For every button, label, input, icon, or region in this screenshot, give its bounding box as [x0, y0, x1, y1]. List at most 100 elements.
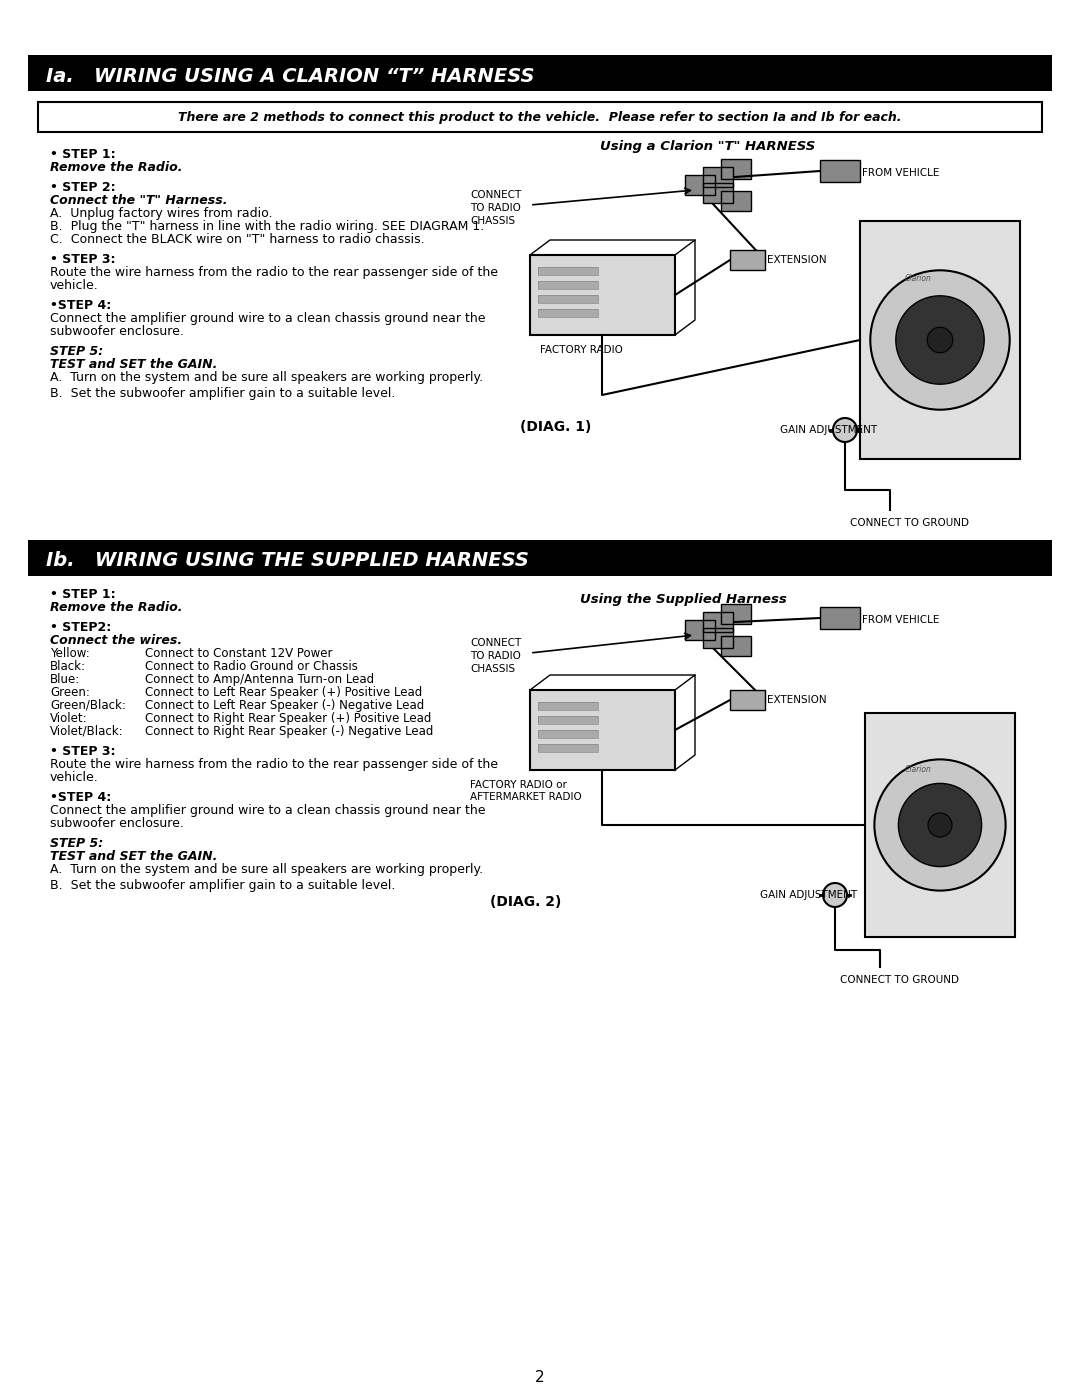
Bar — [530, 690, 675, 770]
Bar — [538, 717, 598, 724]
Text: Remove the Radio.: Remove the Radio. — [50, 601, 183, 615]
Text: vehicle.: vehicle. — [50, 771, 98, 784]
Text: Connect to Right Rear Speaker (-) Negative Lead: Connect to Right Rear Speaker (-) Negati… — [145, 725, 433, 738]
Text: AFTERMARKET RADIO: AFTERMARKET RADIO — [470, 792, 582, 802]
Text: • STEP 3:: • STEP 3: — [50, 745, 116, 759]
Bar — [703, 612, 733, 631]
Text: A.  Turn on the system and be sure all speakers are working properly.: A. Turn on the system and be sure all sp… — [50, 372, 483, 384]
Bar — [538, 731, 598, 738]
Text: C.  Connect the BLACK wire on "T" harness to radio chassis.: C. Connect the BLACK wire on "T" harness… — [50, 233, 424, 246]
Bar — [703, 168, 733, 187]
Text: B.  Plug the "T" harness in line with the radio wiring. SEE DIAGRAM 1.: B. Plug the "T" harness in line with the… — [50, 219, 484, 233]
Bar — [685, 620, 715, 640]
Text: STEP 5:: STEP 5: — [50, 345, 104, 358]
Bar — [865, 712, 1015, 937]
Bar — [530, 690, 675, 770]
Text: (DIAG. 2): (DIAG. 2) — [490, 895, 562, 909]
Text: STEP 5:: STEP 5: — [50, 837, 104, 849]
Bar — [538, 745, 598, 752]
Bar — [721, 159, 751, 179]
Text: • STEP 3:: • STEP 3: — [50, 253, 116, 265]
Circle shape — [870, 270, 1010, 409]
Text: Violet/Black:: Violet/Black: — [50, 725, 123, 738]
Text: • STEP 2:: • STEP 2: — [50, 182, 116, 194]
Bar — [860, 221, 1020, 460]
Text: 2: 2 — [536, 1370, 544, 1384]
Text: • STEP 1:: • STEP 1: — [50, 148, 116, 161]
Text: Remove the Radio.: Remove the Radio. — [50, 161, 183, 175]
Text: Using a Clarion "T" HARNESS: Using a Clarion "T" HARNESS — [600, 140, 815, 154]
Bar — [703, 612, 733, 631]
Text: Green:: Green: — [50, 686, 90, 698]
Circle shape — [899, 784, 982, 866]
Bar — [530, 256, 675, 335]
Bar — [721, 604, 751, 624]
Text: TO RADIO: TO RADIO — [470, 651, 521, 661]
Bar — [721, 636, 751, 657]
Text: GAIN ADJUSTMENT: GAIN ADJUSTMENT — [780, 425, 877, 434]
Text: CONNECT: CONNECT — [470, 638, 522, 648]
Bar — [538, 717, 598, 724]
Bar — [703, 629, 733, 648]
Circle shape — [895, 296, 984, 384]
Text: CHASSIS: CHASSIS — [470, 217, 515, 226]
Text: Route the wire harness from the radio to the rear passenger side of the: Route the wire harness from the radio to… — [50, 265, 498, 279]
Text: Connect the wires.: Connect the wires. — [50, 634, 183, 647]
Bar — [703, 168, 733, 187]
Circle shape — [833, 418, 858, 441]
Text: A.  Turn on the system and be sure all speakers are working properly.: A. Turn on the system and be sure all sp… — [50, 863, 483, 876]
Text: Connect the amplifier ground wire to a clean chassis ground near the: Connect the amplifier ground wire to a c… — [50, 805, 486, 817]
Bar — [538, 267, 598, 275]
Text: CONNECT TO GROUND: CONNECT TO GROUND — [850, 518, 969, 528]
Text: CONNECT TO GROUND: CONNECT TO GROUND — [840, 975, 959, 985]
Text: FACTORY RADIO: FACTORY RADIO — [540, 345, 623, 355]
Bar — [28, 54, 1052, 91]
Text: Route the wire harness from the radio to the rear passenger side of the: Route the wire harness from the radio to… — [50, 759, 498, 771]
Text: CHASSIS: CHASSIS — [470, 664, 515, 673]
Bar — [820, 608, 860, 629]
Bar — [721, 636, 751, 657]
Bar — [538, 281, 598, 289]
Bar — [685, 620, 715, 640]
Text: subwoofer enclosure.: subwoofer enclosure. — [50, 817, 184, 830]
Text: CONNECT: CONNECT — [470, 190, 522, 200]
Text: Blue:: Blue: — [50, 673, 80, 686]
Text: • STEP2:: • STEP2: — [50, 622, 111, 634]
Text: Connect to Radio Ground or Chassis: Connect to Radio Ground or Chassis — [145, 659, 357, 673]
Bar — [703, 629, 733, 648]
Text: Connect to Amp/Antenna Turn-on Lead: Connect to Amp/Antenna Turn-on Lead — [145, 673, 374, 686]
Bar — [38, 102, 1042, 131]
Bar — [721, 191, 751, 211]
Text: FACTORY RADIO or: FACTORY RADIO or — [470, 780, 567, 789]
Text: Ib.   WIRING USING THE SUPPLIED HARNESS: Ib. WIRING USING THE SUPPLIED HARNESS — [46, 552, 529, 570]
Text: A.  Unplug factory wires from radio.: A. Unplug factory wires from radio. — [50, 207, 272, 219]
Text: GAIN ADJUSTMENT: GAIN ADJUSTMENT — [760, 890, 858, 900]
Text: EXTENSION: EXTENSION — [767, 694, 826, 705]
Text: Connect to Left Rear Speaker (+) Positive Lead: Connect to Left Rear Speaker (+) Positiv… — [145, 686, 422, 698]
Text: Yellow:: Yellow: — [50, 647, 90, 659]
Bar — [530, 256, 675, 335]
Text: TO RADIO: TO RADIO — [470, 203, 521, 212]
Bar — [538, 745, 598, 752]
Text: EXTENSION: EXTENSION — [767, 256, 826, 265]
Bar — [538, 295, 598, 303]
Text: Ia.   WIRING USING A CLARION “T” HARNESS: Ia. WIRING USING A CLARION “T” HARNESS — [46, 67, 535, 85]
Bar — [820, 161, 860, 182]
Text: Clarion: Clarion — [905, 766, 932, 774]
Bar — [703, 183, 733, 203]
Text: Violet:: Violet: — [50, 712, 87, 725]
Text: •STEP 4:: •STEP 4: — [50, 791, 111, 805]
Text: Connect to Left Rear Speaker (-) Negative Lead: Connect to Left Rear Speaker (-) Negativ… — [145, 698, 424, 712]
Bar — [730, 250, 765, 270]
Bar — [538, 295, 598, 303]
Text: TEST and SET the GAIN.: TEST and SET the GAIN. — [50, 849, 217, 863]
Bar — [730, 690, 765, 710]
Text: Clarion: Clarion — [905, 274, 932, 282]
Text: subwoofer enclosure.: subwoofer enclosure. — [50, 326, 184, 338]
Text: FROM VEHICLE: FROM VEHICLE — [862, 168, 940, 177]
Circle shape — [823, 883, 847, 907]
Bar — [538, 703, 598, 710]
Bar — [730, 690, 765, 710]
Bar — [730, 250, 765, 270]
Text: FROM VEHICLE: FROM VEHICLE — [862, 615, 940, 624]
